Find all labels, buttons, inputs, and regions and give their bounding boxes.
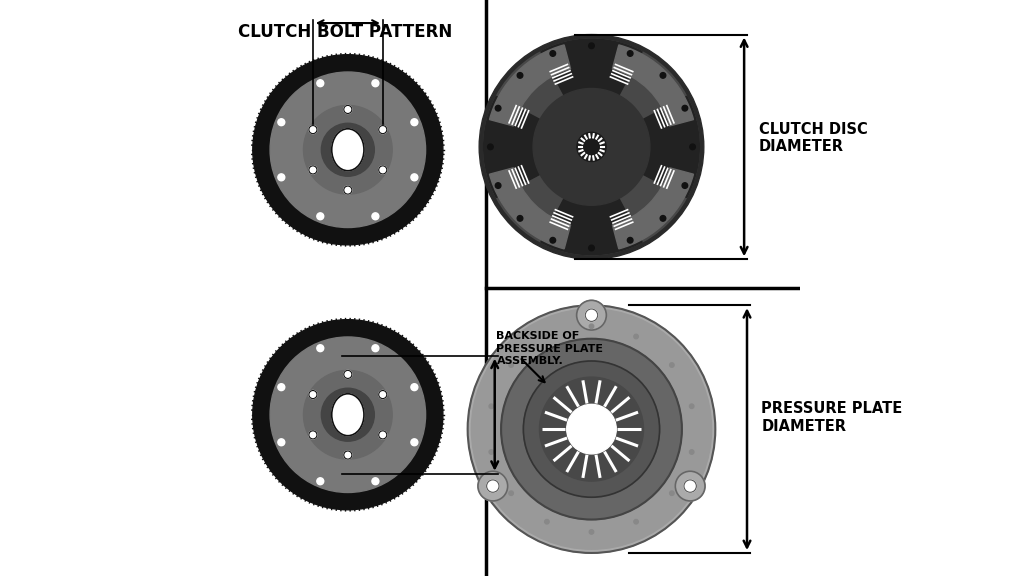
Circle shape [316,213,324,219]
Wedge shape [541,39,642,147]
Circle shape [523,361,659,497]
Circle shape [589,324,594,328]
Circle shape [379,126,387,134]
Circle shape [489,404,494,408]
Circle shape [550,237,556,243]
Circle shape [586,309,598,321]
Circle shape [278,174,285,181]
Circle shape [589,245,594,251]
Circle shape [534,89,650,205]
Circle shape [634,520,638,524]
Wedge shape [489,45,570,126]
Wedge shape [489,168,570,249]
Circle shape [486,480,499,492]
Circle shape [670,491,674,495]
Circle shape [309,391,317,399]
Circle shape [487,144,494,150]
Circle shape [471,309,712,550]
Circle shape [540,377,643,481]
Circle shape [478,471,508,501]
Wedge shape [483,96,592,198]
Circle shape [316,80,324,87]
Circle shape [577,300,606,330]
Circle shape [682,105,688,111]
Wedge shape [541,147,642,255]
Wedge shape [612,45,693,126]
Circle shape [496,183,501,188]
Circle shape [545,334,549,339]
Circle shape [660,215,666,221]
Circle shape [479,35,703,259]
Circle shape [489,450,494,454]
Circle shape [278,384,285,391]
Circle shape [468,305,716,553]
Circle shape [577,132,606,161]
Circle shape [278,439,285,446]
Circle shape [379,166,387,174]
Circle shape [550,51,556,56]
Circle shape [675,471,705,501]
Circle shape [344,105,352,113]
Circle shape [270,72,426,228]
Text: BACKSIDE OF
PRESSURE PLATE
ASSEMBLY.: BACKSIDE OF PRESSURE PLATE ASSEMBLY. [497,331,603,366]
Text: PRESSURE PLATE
DIAMETER: PRESSURE PLATE DIAMETER [762,401,903,434]
Wedge shape [592,96,699,198]
Circle shape [509,491,513,495]
Circle shape [411,174,418,181]
Circle shape [690,144,695,150]
Circle shape [670,363,674,367]
Circle shape [589,530,594,534]
Ellipse shape [332,129,364,170]
Circle shape [322,123,375,176]
Circle shape [545,520,549,524]
Circle shape [517,215,523,221]
Wedge shape [612,168,693,249]
Circle shape [689,450,694,454]
Circle shape [309,431,317,439]
Circle shape [509,363,513,367]
Circle shape [278,119,285,126]
Circle shape [344,186,352,194]
Text: CLUTCH DISC
DIAMETER: CLUTCH DISC DIAMETER [759,122,867,154]
Circle shape [682,183,688,188]
Circle shape [372,478,379,484]
Circle shape [253,320,443,510]
Circle shape [411,439,418,446]
Circle shape [316,478,324,484]
Circle shape [270,337,426,492]
Circle shape [316,345,324,352]
Circle shape [303,105,392,194]
Circle shape [379,391,387,399]
Circle shape [496,105,501,111]
Circle shape [309,126,317,134]
Circle shape [517,73,523,78]
Circle shape [322,388,375,441]
Circle shape [689,404,694,408]
Circle shape [628,237,633,243]
Text: CLUTCH BOLT PATTERN: CLUTCH BOLT PATTERN [239,23,453,41]
Circle shape [411,119,418,126]
Circle shape [309,166,317,174]
Circle shape [303,370,392,459]
Circle shape [372,345,379,352]
Ellipse shape [332,394,364,435]
Circle shape [684,480,696,492]
Circle shape [483,39,699,255]
Circle shape [660,73,666,78]
Circle shape [566,404,616,454]
Circle shape [411,384,418,391]
Circle shape [379,431,387,439]
Circle shape [628,51,633,56]
Circle shape [372,213,379,219]
Circle shape [589,43,594,48]
Circle shape [253,55,443,245]
Circle shape [344,451,352,459]
Circle shape [372,80,379,87]
Circle shape [634,334,638,339]
Circle shape [501,339,682,520]
Circle shape [344,370,352,378]
